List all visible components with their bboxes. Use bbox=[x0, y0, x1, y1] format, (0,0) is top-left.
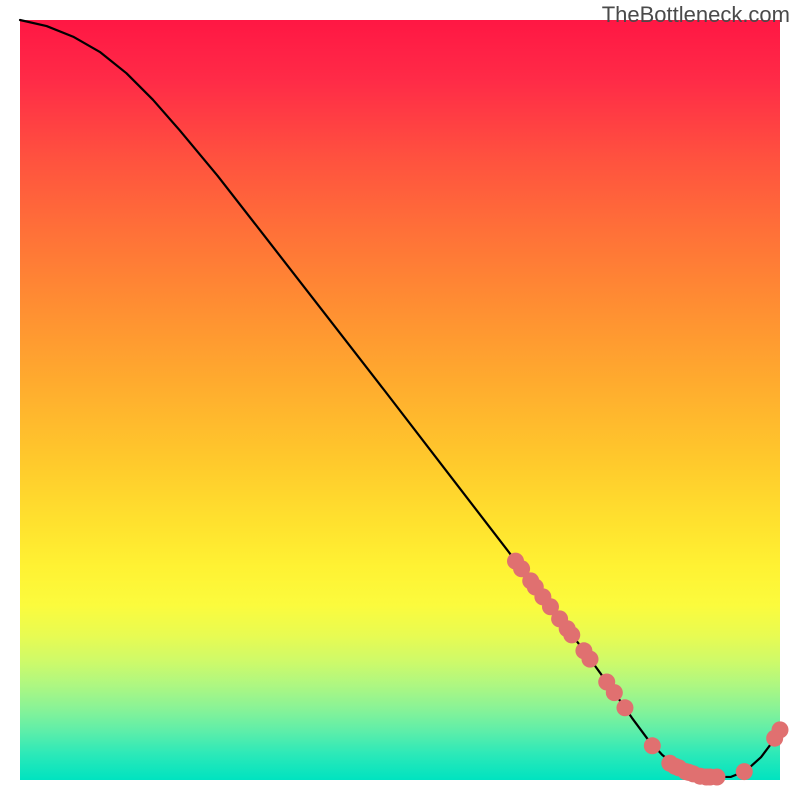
data-marker bbox=[606, 684, 623, 701]
bottleneck-chart: TheBottleneck.com bbox=[0, 0, 800, 800]
data-marker bbox=[563, 626, 580, 643]
data-marker bbox=[736, 763, 753, 780]
data-marker bbox=[616, 699, 633, 716]
data-marker bbox=[582, 651, 599, 668]
watermark-text: TheBottleneck.com bbox=[602, 2, 790, 28]
data-marker bbox=[644, 737, 661, 754]
data-marker bbox=[708, 768, 725, 785]
data-marker bbox=[772, 721, 789, 738]
plot-background bbox=[20, 20, 780, 780]
chart-svg bbox=[0, 0, 800, 800]
